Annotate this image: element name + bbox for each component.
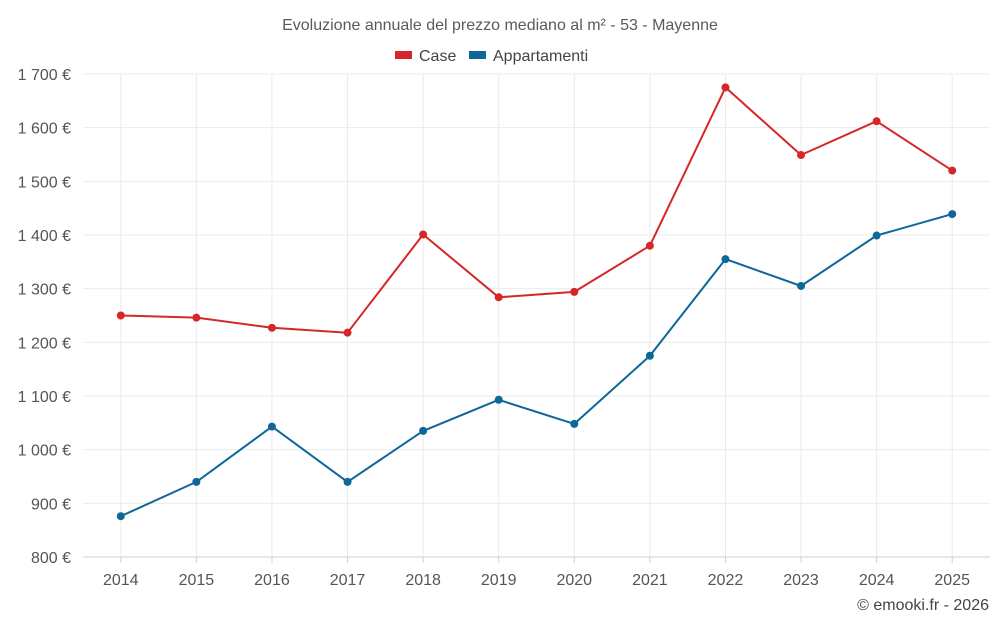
data-point-case[interactable] [419,230,428,239]
legend-label-case[interactable]: Case [419,48,456,65]
x-tick-label: 2021 [632,572,668,589]
x-tick-label: 2014 [103,572,139,589]
chart-title: Evoluzione annuale del prezzo mediano al… [282,17,718,34]
x-tick-label: 2025 [934,572,970,589]
data-point-case[interactable] [797,151,806,160]
legend[interactable]: Case Appartamenti [395,48,588,65]
x-tick-label: 2016 [254,572,290,589]
data-point-appartamenti[interactable] [721,255,730,264]
data-point-appartamenti[interactable] [570,419,579,428]
axes: 800 € 900 € 1 000 € 1 100 € 1 200 € 1 300 € 1 … [18,67,990,589]
x-tick-label: 2024 [859,572,895,589]
data-point-case[interactable] [192,313,201,322]
data-point-appartamenti[interactable] [797,281,806,290]
data-point-appartamenti[interactable] [419,426,428,435]
data-point-appartamenti[interactable] [343,477,352,486]
series [116,83,957,521]
x-tick-label: 2015 [179,572,215,589]
data-point-case[interactable] [343,328,352,337]
y-tick-label: 1 400 € [18,228,71,245]
data-point-appartamenti[interactable] [192,477,201,486]
legend-swatch-case [395,51,412,59]
y-tick-label: 1 300 € [18,282,71,299]
data-point-case[interactable] [721,83,730,92]
data-point-appartamenti[interactable] [872,231,881,240]
grid [83,73,990,558]
data-point-case[interactable] [948,166,957,175]
legend-swatch-appartamenti [469,51,486,59]
y-tick-label: 1 000 € [18,443,71,460]
y-tick-label: 1 700 € [18,67,71,84]
data-point-appartamenti[interactable] [267,422,276,431]
data-point-case[interactable] [494,293,503,302]
series-line-appartamenti [120,213,953,518]
data-point-case[interactable] [570,287,579,296]
y-tick-label: 800 € [31,550,71,567]
y-tick-label: 1 500 € [18,174,71,191]
x-tick-label: 2020 [556,572,592,589]
data-point-appartamenti[interactable] [645,351,654,360]
data-point-appartamenti[interactable] [116,512,125,521]
legend-label-appartamenti[interactable]: Appartamenti [493,48,588,65]
y-tick-label: 900 € [31,496,71,513]
y-tick-label: 1 200 € [18,335,71,352]
data-point-case[interactable] [116,311,125,320]
x-tick-label: 2019 [481,572,517,589]
y-tick-label: 1 600 € [18,121,71,138]
data-point-case[interactable] [267,323,276,332]
series-line-case [120,86,953,334]
x-tick-label: 2022 [708,572,744,589]
credit: © emooki.fr - 2026 [857,597,989,614]
data-point-appartamenti[interactable] [494,395,503,404]
data-point-case[interactable] [872,117,881,126]
x-tick-label: 2017 [330,572,366,589]
data-point-case[interactable] [645,241,654,250]
data-point-appartamenti[interactable] [948,210,957,219]
y-tick-label: 1 100 € [18,389,71,406]
x-tick-label: 2018 [405,572,441,589]
x-tick-label: 2023 [783,572,819,589]
